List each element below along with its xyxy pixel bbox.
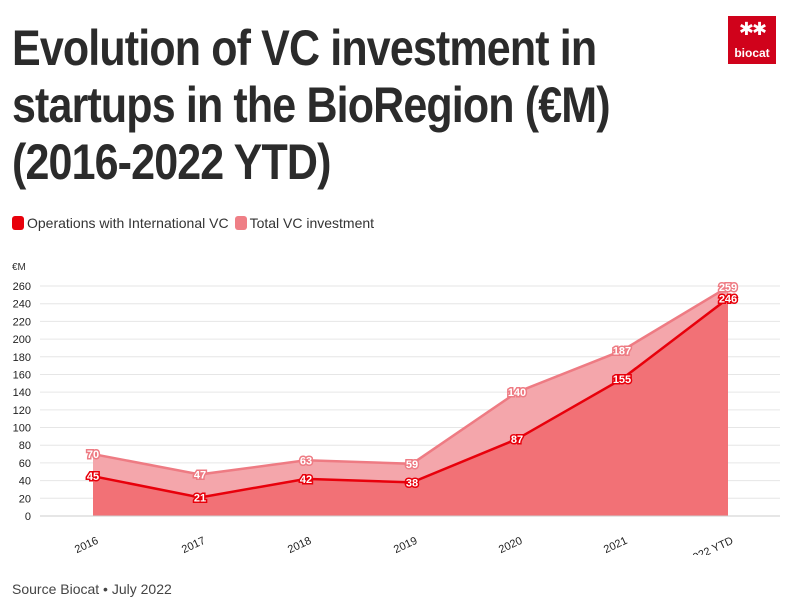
data-label-international: 45 <box>87 471 99 483</box>
y-tick-label: 160 <box>13 369 31 381</box>
data-label-international: 87 <box>511 434 523 446</box>
legend-swatch-total <box>234 216 247 230</box>
areas <box>92 285 729 516</box>
data-label-international: 42 <box>300 474 312 486</box>
grid <box>40 285 780 517</box>
area-chart: €M 0 20 40 60 80 100 120 140 160 180 200 220 240 260 20… <box>12 262 780 555</box>
y-tick-label: 200 <box>13 334 31 346</box>
logo-mark-icon: ✱✱ <box>738 19 767 39</box>
y-tick-label: 240 <box>13 299 31 311</box>
x-tick-label: 2021 <box>602 535 629 555</box>
data-label-international: 246 <box>719 293 737 305</box>
data-label-total: 259 <box>719 282 737 294</box>
legend-swatch-international <box>12 216 24 230</box>
data-label-total: 47 <box>194 469 206 481</box>
y-tick-label: 220 <box>13 316 31 328</box>
y-tick-label: 40 <box>19 476 31 488</box>
legend-label-total: Total VC investment <box>249 215 375 231</box>
y-tick-label: 100 <box>13 423 31 435</box>
data-label-total: 140 <box>508 387 526 399</box>
line-total-vc <box>92 285 729 476</box>
x-tick-label: 2017 <box>180 535 207 555</box>
data-label-total: 187 <box>613 346 631 358</box>
data-label-international: 21 <box>194 492 206 504</box>
logo-text: biocat <box>734 46 770 60</box>
legend-label-international: Operations with International VC <box>27 215 229 231</box>
data-label-total: 63 <box>300 455 312 467</box>
area-international-vc <box>93 298 728 516</box>
legend: Operations with International VC Total V… <box>12 213 380 233</box>
data-label-total: 70 <box>87 449 99 461</box>
x-tick-label: 2022 YTD <box>685 535 735 555</box>
x-tick-label: 2020 <box>497 535 524 555</box>
data-labels: 70 47 63 59 140 187 259 45 21 42 38 87 155 246 <box>85 280 738 506</box>
data-label-international: 38 <box>406 477 418 489</box>
data-label-international: 155 <box>613 374 631 386</box>
x-tick-label: 2018 <box>286 535 313 555</box>
y-tick-label: 60 <box>19 458 31 470</box>
line-international-vc <box>92 297 729 499</box>
x-tick-label: 2016 <box>73 535 100 555</box>
data-label-total: 59 <box>406 459 418 471</box>
biocat-logo: ✱✱ biocat <box>728 16 776 64</box>
legend-item-international[interactable]: Operations with International VC <box>12 215 229 231</box>
y-tick-label: 120 <box>13 405 31 417</box>
y-tick-label: 180 <box>13 352 31 364</box>
y-axis-unit: €M <box>12 262 26 273</box>
legend-item-total[interactable]: Total VC investment <box>234 215 375 231</box>
x-tick-label: 2019 <box>392 535 419 555</box>
y-tick-label: 80 <box>19 440 31 452</box>
chart-title: Evolution of VC investment in startups i… <box>12 20 611 190</box>
y-tick-label: 260 <box>13 281 31 293</box>
y-tick-label: 140 <box>13 387 31 399</box>
y-tick-label: 0 <box>25 511 31 523</box>
y-tick-label: 20 <box>19 493 31 505</box>
source-note: Source Biocat • July 2022 <box>12 581 172 597</box>
